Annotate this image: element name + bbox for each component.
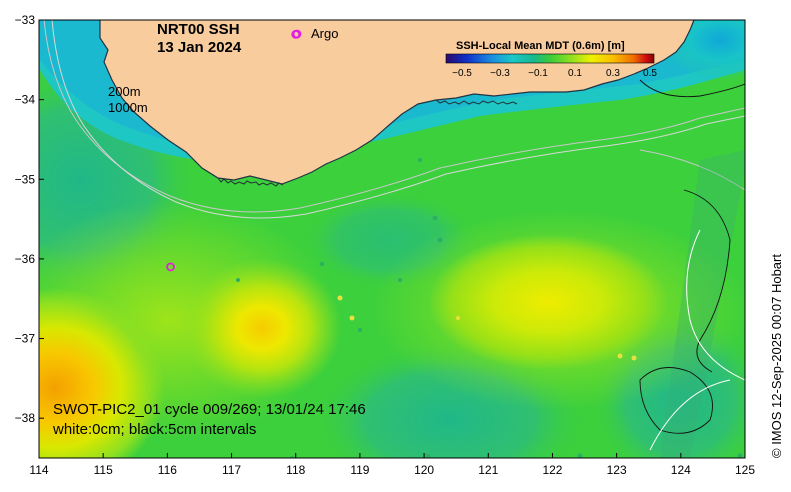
y-tick-label: −35 bbox=[15, 172, 36, 186]
x-tick-label: 120 bbox=[414, 463, 434, 477]
x-tick-label: 117 bbox=[222, 463, 241, 477]
isobath-label-200: 200m bbox=[108, 84, 141, 99]
coastline-detail-west bbox=[217, 177, 284, 187]
colorbar-tick-2: −0.3 bbox=[490, 68, 510, 79]
caption-line2: white:0cm; black:5cm intervals bbox=[52, 421, 256, 438]
x-tick-label: 119 bbox=[350, 463, 369, 477]
argo-legend-label: Argo bbox=[311, 26, 338, 41]
isobath-east bbox=[639, 149, 745, 191]
colorbar-tick-5: 0.3 bbox=[606, 68, 620, 79]
argo-float-marker[interactable] bbox=[166, 262, 175, 272]
contour-black-3 bbox=[639, 79, 745, 98]
coastline bbox=[99, 20, 695, 185]
y-tick-label: −38 bbox=[15, 411, 36, 425]
y-tick-label: −37 bbox=[15, 332, 36, 346]
colorbar-tick-1: −0.5 bbox=[452, 68, 472, 79]
contour-black-2 bbox=[683, 189, 731, 373]
isobath-1000m bbox=[51, 20, 745, 219]
colorbar-scale bbox=[445, 53, 655, 64]
x-tick-label: 115 bbox=[94, 463, 113, 477]
argo-legend-icon bbox=[292, 29, 302, 39]
colorbar-tick-6: 0.5 bbox=[643, 68, 657, 79]
x-tick-label: 124 bbox=[671, 463, 691, 477]
caption-line1: SWOT-PIC2_01 cycle 009/269; 13/01/24 17:… bbox=[53, 401, 366, 418]
ssh-high-southwest bbox=[39, 288, 165, 458]
y-axis: −33 −34 −35 −36 −37 −38 bbox=[15, 13, 44, 425]
isobath-200m bbox=[43, 20, 745, 213]
ssh-high-central bbox=[182, 258, 342, 398]
x-tick-label: 118 bbox=[286, 463, 305, 477]
plot-frame bbox=[38, 19, 746, 459]
x-tick-label: 125 bbox=[735, 463, 755, 477]
x-tick-label: 116 bbox=[158, 463, 177, 477]
swot-points-yellow bbox=[337, 295, 637, 361]
contour-black-1 bbox=[639, 367, 713, 434]
ssh-high-east bbox=[428, 234, 668, 370]
colorbar-title: SSH-Local Mean MDT (0.6m) [m] bbox=[456, 40, 625, 52]
x-tick-label: 121 bbox=[478, 463, 498, 477]
x-tick-label: 122 bbox=[542, 463, 562, 477]
x-tick-label: 123 bbox=[607, 463, 627, 477]
x-axis: 114 115 116 117 118 119 120 121 122 123 124 125 bbox=[29, 453, 755, 477]
colorbar-tick-3: −0.1 bbox=[528, 68, 548, 79]
map-title-line2: 13 Jan 2024 bbox=[157, 39, 242, 56]
swot-swath bbox=[660, 150, 745, 458]
y-tick-label: −33 bbox=[15, 13, 36, 27]
contour-white-1 bbox=[686, 229, 745, 381]
map-title-line1: NRT00 SSH bbox=[157, 21, 240, 38]
colorbar-tick-4: 0.1 bbox=[568, 68, 582, 79]
credit-text: © IMOS 12-Sep-2025 00:07 Hobart bbox=[769, 254, 784, 458]
isobath-label-1000: 1000m bbox=[108, 100, 148, 115]
y-tick-label: −36 bbox=[15, 252, 36, 266]
coastline-detail-east bbox=[435, 99, 518, 105]
contour-white-2 bbox=[649, 379, 731, 451]
colorbar: SSH-Local Mean MDT (0.6m) [m] −0.5 −0.3 … bbox=[445, 40, 657, 79]
x-tick-label: 114 bbox=[29, 463, 48, 477]
y-tick-label: −34 bbox=[15, 93, 36, 107]
